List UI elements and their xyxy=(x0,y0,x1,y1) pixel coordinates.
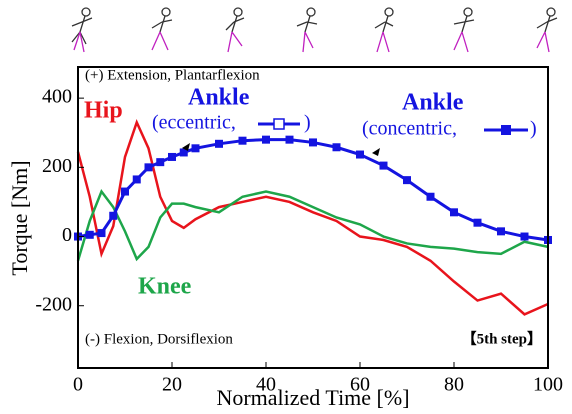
point-marker xyxy=(238,136,247,145)
annotation: (+) Extension, Plantarflexion xyxy=(85,67,260,83)
series-line xyxy=(76,189,549,262)
plot-area xyxy=(74,118,552,316)
series-label: Hip xyxy=(84,98,123,124)
y-tick-label: 0 xyxy=(62,224,72,246)
point-marker xyxy=(520,232,529,241)
point-marker xyxy=(97,229,106,238)
point-marker xyxy=(379,161,388,170)
x-tick-label: 0 xyxy=(73,374,83,396)
point-marker xyxy=(179,148,188,157)
series-label: Ankle xyxy=(188,85,250,111)
legend-icon xyxy=(484,125,528,135)
annotation: (concentric, xyxy=(362,118,457,140)
point-marker xyxy=(450,208,458,217)
point-marker xyxy=(132,175,141,184)
x-tick-label: 80 xyxy=(444,374,464,396)
annotation: (eccentric, xyxy=(152,112,236,134)
point-marker xyxy=(426,192,435,201)
point-marker xyxy=(403,176,411,185)
x-axis-label: Normalized Time [%] xyxy=(216,385,409,410)
point-marker xyxy=(497,227,505,236)
series-label: Knee xyxy=(138,274,192,300)
point-marker xyxy=(109,211,118,220)
annotation: 【5th step】 xyxy=(462,329,542,347)
point-marker xyxy=(262,135,270,144)
point-marker xyxy=(168,152,176,161)
stick-figures xyxy=(71,7,558,53)
y-tick-label: 200 xyxy=(42,155,72,177)
y-axis-label: Torque [Nm] xyxy=(7,160,32,275)
annotation: ) xyxy=(530,118,537,140)
point-marker xyxy=(85,230,94,239)
x-tick-label: 40 xyxy=(256,374,276,396)
point-marker xyxy=(215,139,223,148)
point-marker xyxy=(191,144,200,153)
annotation: (-) Flexion, Dorsiflexion xyxy=(85,331,233,347)
x-tick-label: 60 xyxy=(350,374,370,396)
point-marker xyxy=(309,138,317,147)
y-tick-label: -200 xyxy=(35,293,72,315)
point-marker xyxy=(144,163,153,172)
point-marker xyxy=(285,135,294,144)
plot-frame xyxy=(77,66,549,369)
legend-icon xyxy=(258,118,300,130)
point-marker xyxy=(156,158,165,167)
arrow-head xyxy=(182,143,190,151)
point-marker xyxy=(356,150,364,159)
x-tick-label: 100 xyxy=(533,374,563,396)
point-marker xyxy=(473,218,482,227)
x-tick-label: 20 xyxy=(162,374,182,396)
arrow-head xyxy=(372,148,380,156)
point-marker xyxy=(121,187,129,196)
y-tick-label: 400 xyxy=(42,86,72,108)
series-label: Ankle xyxy=(402,90,464,116)
series-line xyxy=(76,118,549,316)
annotation: ) xyxy=(304,112,311,134)
point-marker xyxy=(332,143,341,152)
